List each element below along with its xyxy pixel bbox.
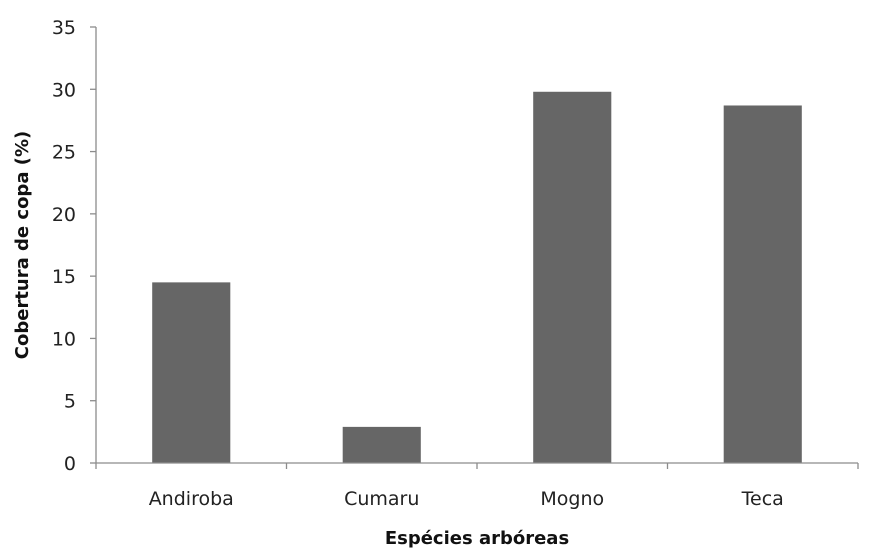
x-tick-label: Mogno	[540, 488, 604, 510]
bar-cumaru	[342, 426, 421, 463]
y-tick-label: 15	[52, 266, 76, 288]
y-tick-label: 25	[52, 142, 76, 164]
x-axis-title: Espécies arbóreas	[385, 528, 569, 549]
x-tick-label: Andiroba	[149, 488, 234, 510]
y-tick-label: 35	[52, 17, 76, 39]
bars	[152, 91, 802, 463]
y-tick-label: 10	[52, 328, 76, 350]
bar-andiroba	[152, 282, 231, 463]
x-tick-label: Cumaru	[344, 488, 419, 510]
x-tick-label: Teca	[741, 488, 784, 510]
bar-mogno	[533, 91, 612, 463]
y-tick-label: 0	[64, 453, 76, 475]
y-tick-label: 30	[52, 79, 76, 101]
x-axis-ticks: Andiroba Cumaru Mogno Teca	[95, 463, 859, 510]
y-tick-label: 5	[64, 391, 76, 413]
bar-teca	[723, 105, 802, 463]
y-axis-title: Cobertura de copa (%)	[12, 131, 33, 359]
y-tick-label: 20	[52, 204, 76, 226]
y-axis-ticks: 0 5 10 15 20 25 30 35	[52, 17, 96, 475]
